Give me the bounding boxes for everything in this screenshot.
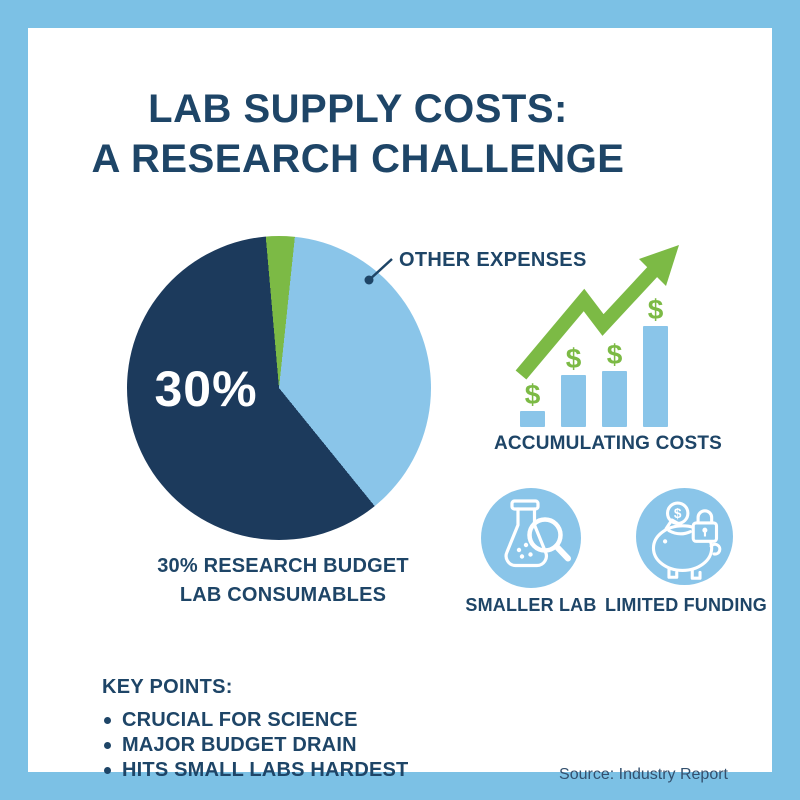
- bar: [602, 371, 627, 427]
- dollar-icon: $: [606, 339, 623, 370]
- key-point-text: HITS SMALL LABS HARDEST: [122, 759, 409, 781]
- pie-caption-line-2: LAB CONSUMABLES: [179, 584, 387, 606]
- bullet-dot-icon: [104, 742, 111, 749]
- pie-caption-line-1: 30% RESEARCH BUDGET: [157, 555, 409, 577]
- bullet-dot-icon: [104, 717, 111, 724]
- limited-funding-label: LIMITED FUNDING: [605, 595, 767, 615]
- bar-chart-label: ACCUMULATING COSTS: [493, 433, 723, 454]
- infographic-card: LAB SUPPLY COSTS: A RESEARCH CHALLENGE 3…: [28, 28, 772, 783]
- title-line-1: LAB SUPPLY COSTS:: [148, 87, 568, 131]
- key-point-item: CRUCIAL FOR SCIENCE: [102, 708, 442, 732]
- key-points-heading: KEY POINTS:: [102, 676, 233, 698]
- smaller-lab-label: SMALLER LAB: [465, 595, 597, 615]
- bar-column: $: [561, 345, 586, 427]
- pie-caption: 30% RESEARCH BUDGET LAB CONSUMABLES: [133, 552, 433, 610]
- dollar-icon: $: [565, 343, 582, 374]
- bar-chart: $ $ $ $: [520, 292, 700, 427]
- limited-funding-circle: $: [636, 488, 733, 585]
- bar-column: $: [602, 341, 627, 427]
- source-text: Source: Industry Report: [559, 766, 728, 783]
- key-points-section: KEY POINTS: CRUCIAL FOR SCIENCE MAJOR BU…: [102, 676, 442, 783]
- key-point-item: MAJOR BUDGET DRAIN: [102, 733, 442, 757]
- trend-arrow-icon: [515, 245, 679, 380]
- dollar-icon: $: [524, 379, 541, 410]
- bullet-dot-icon: [104, 767, 111, 774]
- svg-text:$: $: [674, 506, 682, 521]
- key-point-item: HITS SMALL LABS HARDEST: [102, 758, 442, 782]
- page-title: LAB SUPPLY COSTS: A RESEARCH CHALLENGE: [58, 84, 658, 184]
- pie-chart: [127, 236, 431, 540]
- bar-column: $: [520, 381, 545, 427]
- callout-leader-line: [364, 258, 393, 285]
- key-point-text: CRUCIAL FOR SCIENCE: [122, 709, 358, 731]
- piggy-bank-with-lock-icon: $: [651, 501, 722, 580]
- bar: [561, 375, 586, 427]
- title-line-2: A RESEARCH CHALLENGE: [91, 137, 625, 181]
- pie-percent-label: 30%: [154, 361, 258, 417]
- callout-label: OTHER EXPENSES: [399, 249, 587, 271]
- bar: [520, 411, 545, 427]
- dollar-icon: $: [647, 294, 664, 325]
- bar: [643, 326, 668, 427]
- bar-column: $: [643, 296, 668, 427]
- smaller-lab-circle: [481, 488, 581, 588]
- flask-with-magnifier-icon: [504, 499, 571, 568]
- key-point-text: MAJOR BUDGET DRAIN: [122, 734, 357, 756]
